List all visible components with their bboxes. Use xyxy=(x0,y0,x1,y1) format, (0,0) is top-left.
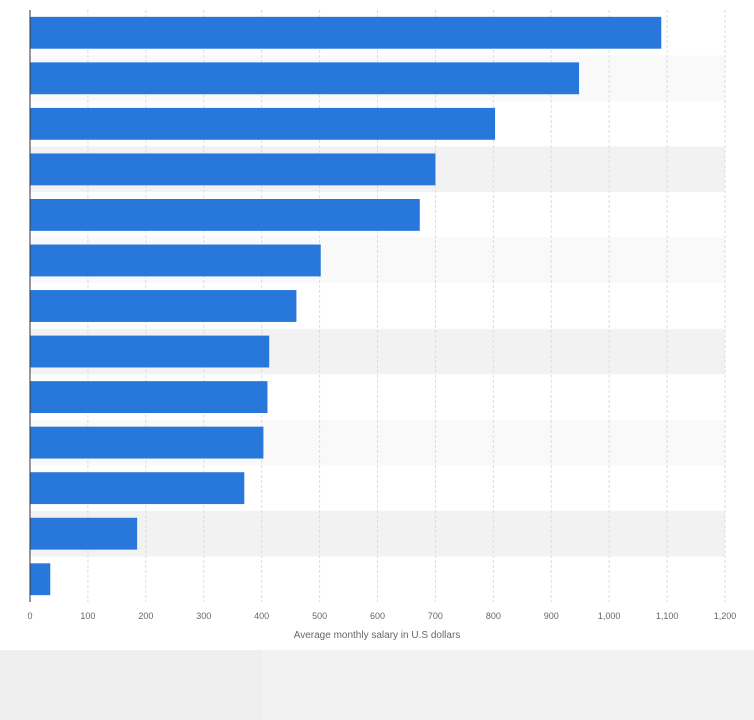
x-tick-label: 400 xyxy=(254,611,269,621)
bar[interactable] xyxy=(30,426,264,459)
x-tick-label: 900 xyxy=(544,611,559,621)
x-tick-label: 600 xyxy=(370,611,385,621)
bar[interactable] xyxy=(30,107,496,140)
x-tick-labels: 0 100 200 300 400 500 600 700 800 900 1,000 1,100 1,… xyxy=(27,611,736,621)
row-band xyxy=(30,556,725,602)
x-tick-label: 200 xyxy=(138,611,153,621)
x-axis-title: Average monthly salary in U.S dollars xyxy=(294,630,461,641)
x-tick-label: 1,000 xyxy=(598,611,621,621)
x-tick-label: 500 xyxy=(312,611,327,621)
bar[interactable] xyxy=(30,244,321,277)
bar[interactable] xyxy=(30,16,662,49)
bar[interactable] xyxy=(30,472,245,505)
bar[interactable] xyxy=(30,517,138,550)
bar[interactable] xyxy=(30,290,297,322)
x-tick-label: 300 xyxy=(196,611,211,621)
footer-panel xyxy=(0,650,262,720)
bar-chart: 0 100 200 300 400 500 600 700 800 900 1,000 1,100 1,… xyxy=(27,10,736,641)
x-tick-label: 0 xyxy=(27,611,32,621)
x-tick-label: 700 xyxy=(428,611,443,621)
x-tick-label: 800 xyxy=(486,611,501,621)
x-tick-label: 1,200 xyxy=(714,611,737,621)
x-tick-label: 1,100 xyxy=(656,611,679,621)
chart-card: 0 100 200 300 400 500 600 700 800 900 1,000 1,100 1,… xyxy=(0,0,754,650)
bar[interactable] xyxy=(30,62,580,95)
x-tick-label: 100 xyxy=(80,611,95,621)
bar[interactable] xyxy=(30,381,268,414)
row-band xyxy=(30,510,725,557)
footer-area xyxy=(0,650,754,720)
bars xyxy=(30,16,662,596)
bar[interactable] xyxy=(30,198,420,231)
bar[interactable] xyxy=(30,335,270,368)
bar[interactable] xyxy=(30,153,436,186)
bar[interactable] xyxy=(30,563,51,596)
